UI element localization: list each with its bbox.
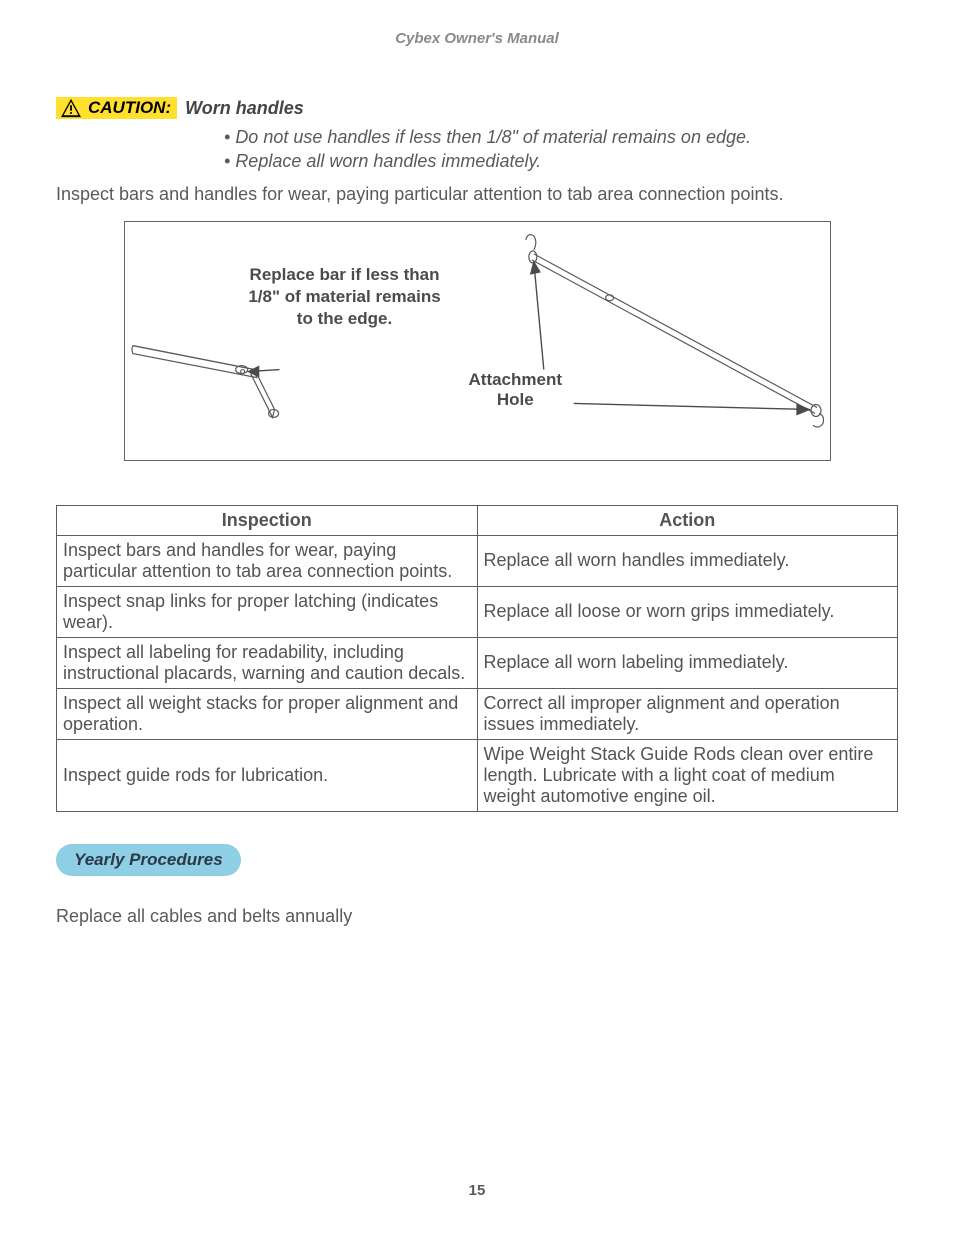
bullet-item: Do not use handles if less then 1/8" of … xyxy=(224,125,898,149)
yearly-text: Replace all cables and belts annually xyxy=(56,906,898,927)
header-title: Cybex Owner's Manual xyxy=(395,30,559,47)
cell: Correct all improper alignment and opera… xyxy=(477,688,898,739)
table-row: Inspect bars and handles for wear, payin… xyxy=(57,535,898,586)
yearly-heading: Yearly Procedures xyxy=(56,844,241,876)
cell: Wipe Weight Stack Guide Rods clean over … xyxy=(477,739,898,811)
cell: Inspect snap links for proper latching (… xyxy=(57,586,478,637)
bullet-item: Replace all worn handles immediately. xyxy=(224,149,898,173)
caution-label: CAUTION: xyxy=(88,98,171,118)
table-body: Inspect bars and handles for wear, payin… xyxy=(57,535,898,811)
cell: Inspect all weight stacks for proper ali… xyxy=(57,688,478,739)
col-header-action: Action xyxy=(477,505,898,535)
diagram-box: Replace bar if less than 1/8" of materia… xyxy=(124,221,831,461)
caution-badge: CAUTION: xyxy=(56,97,177,119)
inspection-table: Inspection Action Inspect bars and handl… xyxy=(56,505,898,812)
cell: Inspect guide rods for lubrication. xyxy=(57,739,478,811)
table-row: Inspect guide rods for lubrication. Wipe… xyxy=(57,739,898,811)
table-row: Inspect all labeling for readability, in… xyxy=(57,637,898,688)
cell: Replace all worn handles immediately. xyxy=(477,535,898,586)
table-row: Inspect snap links for proper latching (… xyxy=(57,586,898,637)
cell: Inspect all labeling for readability, in… xyxy=(57,637,478,688)
page-header: Cybex Owner's Manual xyxy=(56,30,898,47)
cell: Replace all loose or worn grips immediat… xyxy=(477,586,898,637)
warning-icon xyxy=(60,98,82,118)
caution-bullets: Do not use handles if less then 1/8" of … xyxy=(224,125,898,174)
col-header-inspection: Inspection xyxy=(57,505,478,535)
table-row: Inspect all weight stacks for proper ali… xyxy=(57,688,898,739)
table-header-row: Inspection Action xyxy=(57,505,898,535)
diagram-svg xyxy=(125,222,830,461)
intro-text: Inspect bars and handles for wear, payin… xyxy=(56,184,898,205)
caution-title: Worn handles xyxy=(185,98,304,119)
page-number: 15 xyxy=(0,1182,954,1199)
caution-row: CAUTION: Worn handles xyxy=(56,97,898,119)
cell: Inspect bars and handles for wear, payin… xyxy=(57,535,478,586)
cell: Replace all worn labeling immediately. xyxy=(477,637,898,688)
